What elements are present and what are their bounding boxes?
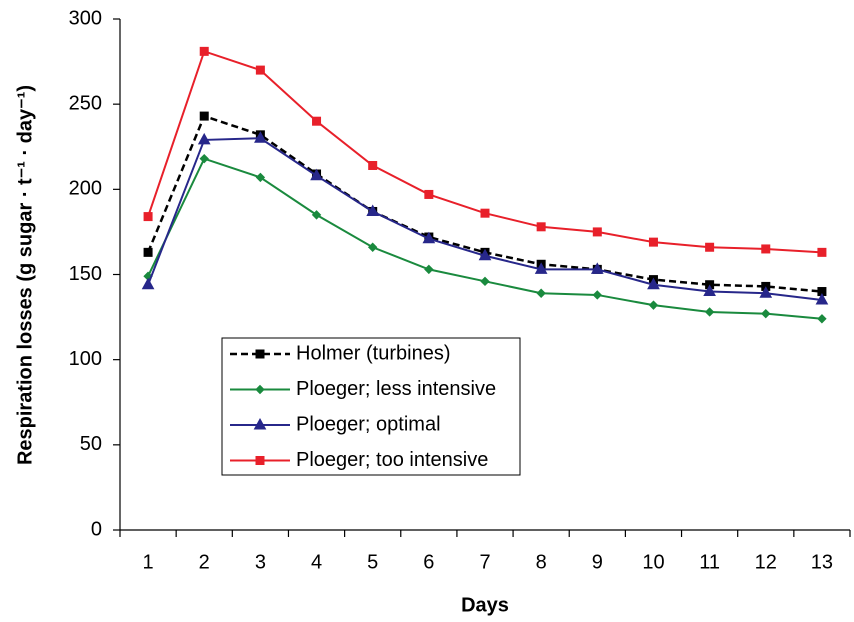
marker [255,384,265,395]
marker [817,314,827,324]
marker [761,308,771,319]
marker [703,284,716,297]
marker [478,248,492,261]
marker [422,231,436,244]
x-tick-label: 7 [479,551,490,573]
marker [815,293,829,305]
x-tick-label: 9 [592,551,603,573]
marker [141,277,155,290]
marker [536,288,546,298]
marker [310,168,323,181]
marker [367,242,378,252]
legend-label: Ploeger; less intensive [296,378,496,400]
y-tick-label: 100 [69,348,102,370]
marker [536,222,546,232]
x-axis-label: Days [461,594,509,616]
marker [647,277,660,290]
x-tick-label: 10 [642,551,664,573]
marker [368,160,378,170]
marker [253,417,267,430]
x-tick-label: 11 [699,551,720,573]
x-tick-label: 6 [423,551,434,573]
marker [424,189,434,199]
marker [480,208,490,218]
marker [648,300,659,310]
marker [255,456,265,465]
marker [197,132,211,145]
y-tick-label: 250 [69,92,102,114]
y-tick-label: 200 [69,178,102,200]
marker [255,349,265,359]
x-tick-label: 4 [311,551,322,573]
marker [590,262,604,274]
series-line [147,50,822,254]
marker [705,242,715,252]
marker [199,153,209,164]
marker [199,46,209,56]
y-tick-label: 50 [80,433,102,455]
marker [143,212,153,222]
x-tick-label: 13 [811,551,833,573]
x-tick-label: 8 [536,551,547,573]
marker [480,276,490,287]
y-tick-label: 300 [69,7,102,29]
marker [761,244,771,254]
marker [143,247,153,257]
marker [592,290,603,300]
marker [255,65,265,75]
marker [199,111,209,121]
marker [759,286,773,298]
y-tick-label: 0 [91,518,102,540]
marker [424,264,434,275]
x-tick-label: 3 [255,551,266,573]
marker [366,204,380,216]
marker [254,131,267,143]
x-tick-label: 2 [199,551,210,573]
marker [704,307,715,317]
series-line [146,114,823,293]
marker [817,247,827,257]
marker [592,227,602,237]
legend-label: Ploeger; optimal [296,413,441,435]
marker [255,172,266,183]
series-line [147,157,823,320]
x-tick-label: 1 [143,551,154,573]
marker [534,262,548,274]
legend-label: Holmer (turbines) [296,342,450,364]
legend-label: Ploeger; too intensive [296,449,488,471]
y-axis-label: Respiration losses (g sugar · t⁻¹ · day⁻… [14,85,36,465]
marker [312,116,322,126]
x-tick-label: 5 [367,551,378,573]
legend-box [221,337,521,476]
x-tick-label: 12 [755,551,777,573]
marker [311,210,322,220]
marker [648,237,658,247]
series-line [147,137,823,302]
y-tick-label: 150 [69,263,102,285]
